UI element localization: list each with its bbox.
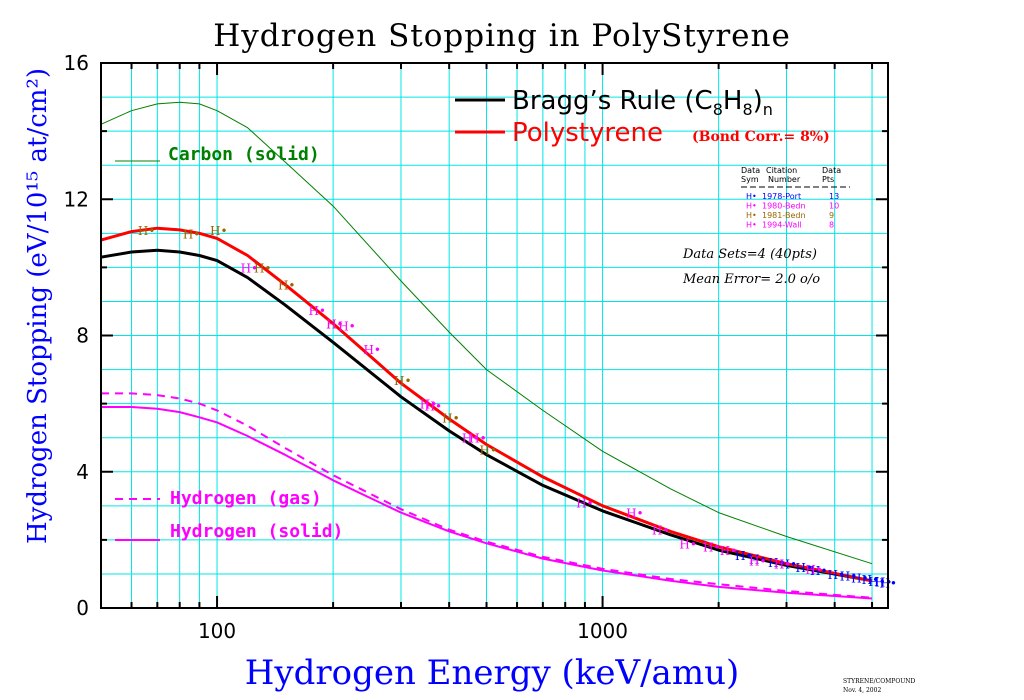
data-point-marker: H• (720, 544, 738, 558)
legend-polystyrene-label: Polystyrene (512, 118, 663, 148)
table-header-pts-2: Pts (822, 175, 834, 184)
data-point-marker: H• (183, 227, 201, 241)
data-point-marker: H• (469, 432, 487, 446)
data-point-marker: H• (735, 549, 753, 563)
data-point-marker: H• (308, 304, 326, 318)
data-point-marker: H• (338, 319, 356, 333)
series-line-0 (100, 101, 873, 565)
data-point-marker: H• (780, 558, 798, 572)
series-line-1 (100, 248, 873, 583)
table-row-sym: H• (746, 192, 757, 201)
table-row-pts: 13 (829, 192, 839, 201)
data-sets-stat: Data Sets=4 (40pts) (682, 247, 817, 262)
table-header-pts-1: Data (822, 166, 841, 175)
table-row-citation: 1978-Port (762, 192, 801, 201)
table-header-sym-2: Sym (741, 175, 759, 184)
table-header-cit-1: Citation (766, 166, 797, 175)
data-point-marker: H• (774, 558, 792, 572)
table-row-citation: 1994-Wall (762, 221, 802, 230)
data-point-marker: H• (138, 224, 156, 238)
x-tick-label: 1000 (577, 619, 628, 643)
x-axis-label: Hydrogen Energy (keV/amu) (245, 653, 739, 693)
data-point-marker: H• (768, 556, 786, 570)
table-row-sym: H• (746, 221, 757, 230)
table-rows: H• 1978-Port 13 H• 1980-Bedn 10 H• 1981-Bedn 9 H•… (746, 192, 839, 230)
legend-hydrogen-gas-label: Hydrogen (gas) (170, 488, 322, 509)
y-tick-label: 4 (76, 460, 89, 484)
data-point-marker: H• (278, 278, 296, 292)
table-row-sym: H• (746, 211, 757, 220)
series-lines (100, 101, 873, 600)
data-point-marker: H• (679, 537, 697, 551)
data-point-marker: H• (254, 261, 272, 275)
data-point-marker: H• (828, 568, 846, 582)
y-tick-label: 12 (64, 187, 89, 211)
data-point-marker: H• (480, 444, 498, 458)
data-point-marker: H• (462, 432, 480, 446)
table-row-pts: 9 (829, 211, 834, 220)
data-table: Data Sym Citation Number Data Pts H• 1978… (741, 166, 850, 230)
data-point-marker: H• (840, 570, 858, 584)
data-point-marker: H• (576, 496, 594, 510)
data-point-marker: H• (749, 554, 767, 568)
data-point-marker: H• (805, 563, 823, 577)
table-header-cit-2: Number (768, 175, 801, 184)
data-point-marker: H• (241, 261, 259, 275)
axis-ticks: 100 1000 0 4 8 12 16 (64, 51, 888, 643)
series-line-3 (101, 392, 873, 599)
table-row-pts: 8 (829, 221, 834, 230)
data-point-marker: H• (749, 553, 767, 567)
legend-carbon-label: Carbon (solid) (168, 144, 320, 165)
data-point-marker: H• (851, 571, 869, 585)
y-tick-label: 0 (76, 596, 89, 620)
table-header-sym-1: Data (741, 166, 760, 175)
mean-error-stat: Mean Error= 2.0 o/o (682, 272, 820, 287)
data-point-marker: H• (363, 343, 381, 357)
y-tick-label: 16 (64, 51, 89, 75)
legend-hydrogen-solid-label: Hydrogen (solid) (170, 521, 343, 542)
footer-file: STYRENE/COMPOUND (843, 678, 916, 685)
data-point-marker: H• (862, 573, 880, 587)
data-point-marker: H• (626, 507, 644, 521)
series-line-2 (100, 226, 873, 583)
table-row-citation: 1980-Bedn (762, 202, 806, 211)
data-point-marker: H• (442, 411, 460, 425)
chart-title: Hydrogen Stopping in PolyStyrene (213, 18, 791, 54)
table-row-citation: 1981-Bedn (762, 211, 806, 220)
data-point-marker: H• (652, 524, 670, 538)
footer-date: Nov. 4, 2002 (843, 687, 881, 694)
table-row-sym: H• (746, 202, 757, 211)
data-point-marker: H• (210, 224, 228, 238)
series-line-4 (101, 406, 873, 600)
y-tick-label: 8 (76, 324, 89, 348)
data-points: H•H• H•H•H•H• H•H•H•H•H•H•H•H•H•H•H•H•H•H•… (138, 224, 897, 591)
grid (101, 63, 888, 608)
x-tick-label: 100 (198, 619, 236, 643)
data-point-marker: H• (703, 541, 721, 555)
legend-bragg-label: Bragg’s Rule (C8H8)n (512, 86, 773, 119)
bond-correction-note: (Bond Corr.= 8%) (692, 129, 830, 145)
y-axis-label: Hydrogen Stopping (eV/10¹⁵ at/cm²) (23, 68, 53, 544)
data-point-marker: H• (795, 561, 813, 575)
data-point-marker: H• (326, 318, 344, 332)
data-point-marker: H• (420, 398, 438, 412)
data-point-marker: H• (868, 575, 886, 589)
data-point-marker: H• (394, 374, 412, 388)
data-point-marker: H• (425, 399, 443, 413)
data-point-marker: H• (810, 564, 828, 578)
table-row-pts: 10 (829, 202, 839, 211)
data-point-marker: H• (326, 318, 344, 332)
